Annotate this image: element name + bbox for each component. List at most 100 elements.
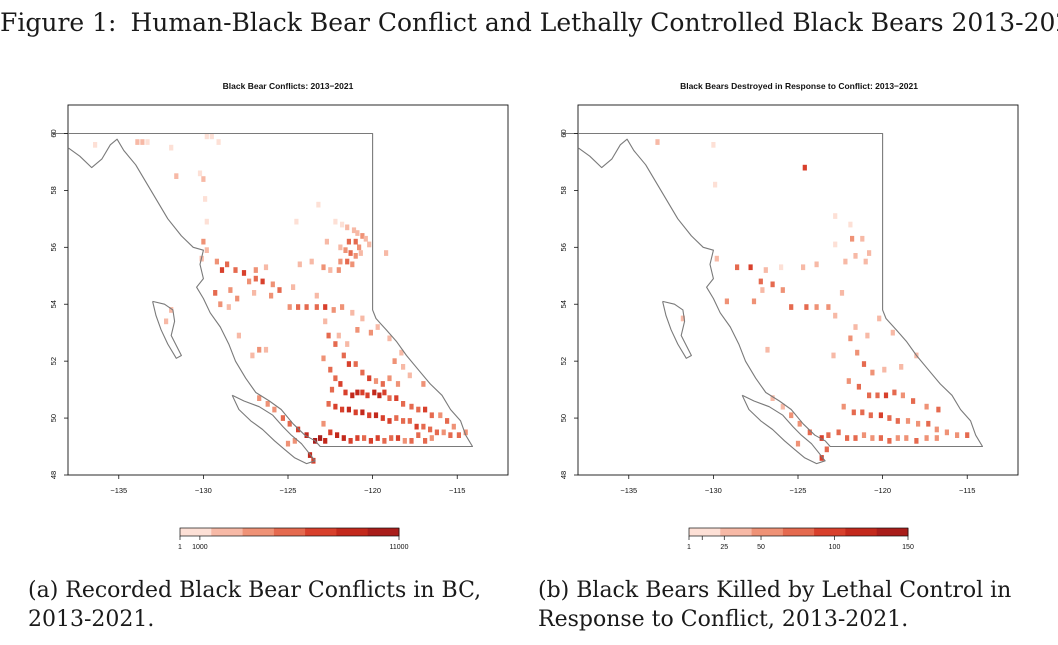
heat-cell [360, 369, 365, 376]
heat-cell [316, 201, 321, 208]
chart-title: Black Bears Destroyed in Response to Con… [680, 81, 918, 91]
heat-cell [324, 238, 329, 245]
heat-cell [164, 318, 169, 325]
heat-cell [336, 332, 341, 339]
province-boundary [51, 132, 474, 448]
legend-swatch [814, 528, 846, 536]
heat-cell [416, 406, 421, 413]
heat-cell [456, 432, 461, 438]
heat-cell [779, 264, 784, 271]
heat-cell [357, 244, 362, 251]
legend-tick-label: 1 [687, 544, 691, 551]
heat-cell [770, 395, 775, 401]
heat-cell [360, 389, 365, 396]
heat-cell [375, 435, 380, 441]
heat-cell [401, 418, 406, 424]
heat-cell [760, 287, 765, 293]
heat-cell [328, 366, 333, 373]
heat-cell [905, 418, 911, 424]
heat-cell [135, 139, 140, 145]
heat-cell [296, 426, 301, 433]
heat-cell [423, 406, 428, 413]
heat-cell [272, 406, 277, 413]
heat-cell [226, 304, 231, 310]
y-tick-label: 50 [559, 414, 568, 422]
x-tick-label: −130 [705, 486, 722, 495]
y-tick-label: 52 [49, 357, 58, 365]
heat-cell [429, 412, 434, 419]
heat-cell [345, 258, 350, 265]
x-tick-label: −115 [449, 486, 465, 495]
heat-cell [291, 284, 296, 290]
heat-cell [883, 392, 889, 399]
heat-cell [213, 290, 218, 296]
heat-cell [904, 435, 909, 441]
legend-swatch [720, 528, 753, 536]
y-tick-label: 56 [49, 243, 58, 251]
heat-cell [380, 381, 385, 387]
heat-cell [328, 429, 333, 436]
heat-cell [848, 221, 853, 228]
heat-cell [247, 278, 252, 285]
heat-cell [331, 307, 336, 313]
heat-cell [389, 435, 394, 441]
heat-cell [882, 366, 887, 373]
legend-swatch [751, 528, 784, 536]
heat-cell [203, 196, 208, 202]
heat-cells [93, 133, 468, 464]
heat-cell [748, 264, 753, 271]
heat-cell [797, 420, 802, 427]
heat-cell [926, 420, 931, 427]
haida-gwaii-coastline [662, 300, 692, 359]
legend-frame [179, 527, 400, 537]
heat-cell [382, 389, 387, 396]
heat-cell [253, 275, 258, 282]
heat-cell [169, 144, 174, 151]
heat-cell [338, 258, 343, 265]
heat-cell [833, 213, 838, 219]
heat-cell [225, 261, 230, 268]
heat-cell [218, 301, 223, 308]
heat-cell [833, 241, 838, 248]
heat-cell [867, 250, 872, 256]
caption-a: (a) Recorded Black Bear Conflicts in BC,… [28, 578, 482, 632]
heat-cell [914, 438, 919, 444]
heat-cell [463, 429, 468, 436]
destroyed-heatmap-map: Black Bears Destroyed in Response to Con… [559, 81, 1019, 551]
heat-cell [875, 392, 880, 399]
heat-cell [372, 389, 377, 396]
heat-cell [895, 435, 900, 441]
heat-cell [353, 238, 358, 245]
y-tick-label: 48 [559, 471, 568, 479]
heat-cell [887, 415, 892, 421]
heat-cell [387, 375, 392, 382]
heat-cell [355, 435, 360, 441]
chart-title: Black Bear Conflicts: 2013−2021 [223, 81, 354, 91]
panel-a: Black Bear Conflicts: 2013−2021 −135 −130… [0, 60, 529, 570]
y-axis: 48 50 52 54 56 58 60 [49, 129, 68, 479]
heat-cell [335, 432, 340, 438]
heat-cell [934, 426, 939, 433]
heat-cell [309, 258, 314, 265]
heat-cell [174, 173, 179, 179]
heat-cell [714, 255, 719, 262]
heat-cell [294, 218, 299, 225]
legend-tick-label: 100 [829, 544, 841, 551]
heat-cell [387, 418, 392, 424]
heat-cell [680, 315, 685, 322]
heat-cell [350, 261, 355, 268]
heat-cell [296, 304, 301, 310]
legend-swatch [273, 528, 306, 536]
heat-cell [860, 409, 865, 416]
heat-cell [333, 341, 338, 347]
heat-cell [360, 409, 365, 416]
heat-cell [814, 304, 819, 310]
heat-cell [368, 438, 373, 444]
heat-cells [655, 139, 970, 461]
heat-cell [850, 235, 855, 242]
heat-cell [401, 401, 406, 407]
heat-cell [735, 264, 740, 271]
legend-tick-label: 1000 [192, 544, 208, 551]
heat-cell [407, 418, 412, 424]
heat-cell [878, 412, 883, 419]
